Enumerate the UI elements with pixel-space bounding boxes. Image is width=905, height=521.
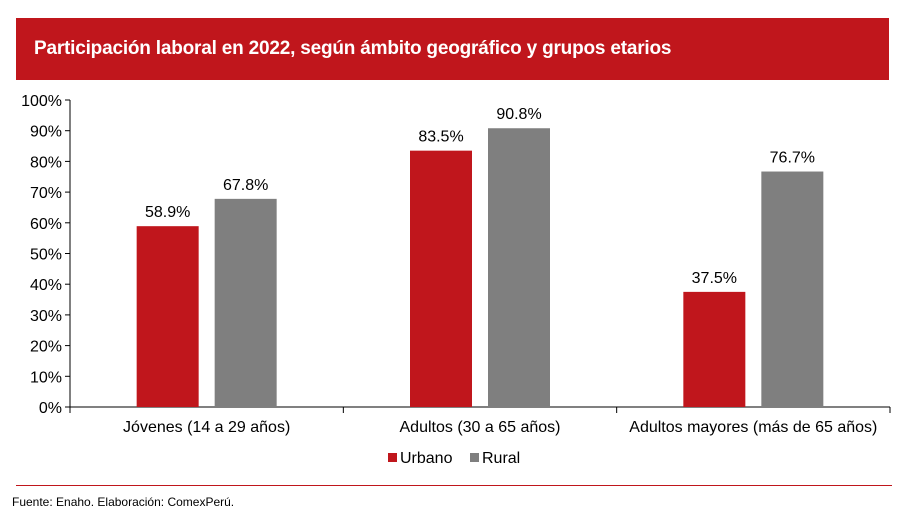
y-tick-label: 20% xyxy=(30,339,62,356)
y-tick-label: 30% xyxy=(30,308,62,325)
chart-title-bar: Participación laboral en 2022, según ámb… xyxy=(16,18,889,80)
x-category-label: Adultos (30 a 65 años) xyxy=(400,419,561,436)
footer-divider xyxy=(16,485,892,486)
data-label: 90.8% xyxy=(496,106,541,123)
bar-rural xyxy=(761,171,824,407)
y-tick-label: 100% xyxy=(21,93,62,110)
data-label: 58.9% xyxy=(145,204,190,221)
bar-rural xyxy=(214,198,277,407)
legend-swatch-rural xyxy=(470,453,479,462)
data-label: 67.8% xyxy=(223,177,268,194)
legend-label-urbano: Urbano xyxy=(400,450,453,467)
y-tick-label: 60% xyxy=(30,216,62,233)
source-note: Fuente: Enaho. Elaboración: ComexPerú. xyxy=(12,495,235,509)
data-label: 83.5% xyxy=(418,129,463,146)
data-label: 76.7% xyxy=(770,150,815,167)
data-label: 37.5% xyxy=(692,270,737,287)
y-tick-label: 90% xyxy=(30,124,62,141)
bar-rural xyxy=(488,128,550,407)
x-category-label: Jóvenes (14 a 29 años) xyxy=(123,419,290,436)
y-tick-label: 50% xyxy=(30,247,62,264)
y-tick-label: 40% xyxy=(30,277,62,294)
bar-urbano xyxy=(136,226,199,407)
bar-chart: 0% 10% 20% 30% 40% 50% 60% 70% 80% 90% 100% Jóvenes… xyxy=(21,93,891,467)
y-tick-label: 80% xyxy=(30,154,62,171)
chart-title: Participación laboral en 2022, según ámb… xyxy=(34,38,672,59)
legend-label-rural: Rural xyxy=(482,450,520,467)
y-tick-label: 10% xyxy=(30,369,62,386)
y-tick-label: 0% xyxy=(39,400,62,417)
legend-swatch-urbano xyxy=(388,453,397,462)
x-category-label: Adultos mayores (más de 65 años) xyxy=(629,419,877,436)
bar-urbano xyxy=(683,291,746,407)
y-tick-label: 70% xyxy=(30,185,62,202)
bar-urbano xyxy=(410,150,472,407)
